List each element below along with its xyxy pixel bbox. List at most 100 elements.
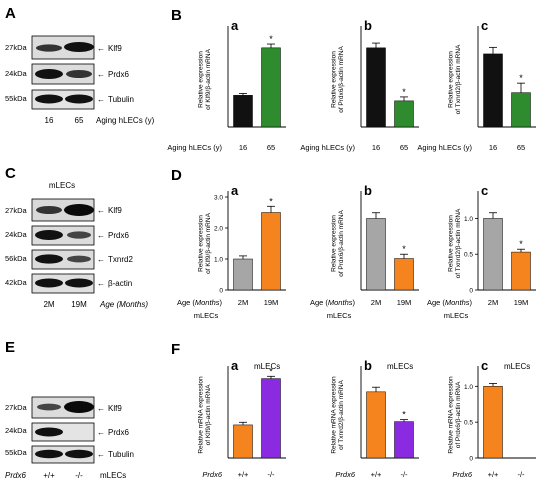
blot-c-lane-label: 2M <box>43 300 54 309</box>
chart-sub-letter: b <box>364 18 372 33</box>
chart-y-label: Relative mRNA expressionof Prdx6/β-actin… <box>448 376 463 454</box>
chart-bar <box>233 258 253 291</box>
chart-d-c: 0 0.5 1.0 c Relative expressionof Txnrd2/β-a… <box>427 183 536 320</box>
chart-x-sublabel: mLECs <box>327 311 352 320</box>
blot-a-arrow: ← <box>97 95 105 104</box>
chart-category-label: 19M <box>397 298 412 307</box>
blot-e-lane-label: +/+ <box>43 471 55 480</box>
blot-e-protein-label: Prdx6 <box>108 428 129 437</box>
chart-sub-letter: a <box>231 18 239 33</box>
chart-y-label: Relative mRNA expressionof Txnrd2/β-acti… <box>331 376 346 454</box>
chart-sub-letter: c <box>481 358 488 373</box>
blot-c-arrow: ← <box>97 206 105 215</box>
chart-sub-letter: c <box>481 183 488 198</box>
blot-e-band <box>65 449 93 459</box>
blot-a-lane-label: 65 <box>75 116 84 125</box>
chart-category-label: -/- <box>517 470 525 479</box>
blot-c-band <box>64 204 94 216</box>
chart-y-label: Relative mRNA expressionof Klf9/β-actin … <box>198 376 213 454</box>
panel-letter-b: B <box>171 7 182 24</box>
chart-y-tick-label: 1.0 <box>464 384 473 391</box>
blot-a-band <box>36 44 62 52</box>
chart-category-label: 2M <box>488 298 498 307</box>
chart-category-label: -/- <box>400 470 408 479</box>
chart-sub-letter: b <box>364 358 372 373</box>
blot-c-band <box>65 278 93 288</box>
chart-bar <box>511 251 531 291</box>
blot-a-arrow: ← <box>97 44 105 53</box>
chart-title: mLECs <box>254 362 280 371</box>
chart-x-label: Age (Months) <box>177 298 223 307</box>
chart-d-b: b Relative expressionof Prdx6/β-actin mRN… <box>310 183 419 320</box>
blot-c-protein-label: Klf9 <box>108 206 122 215</box>
blot-c-band <box>67 231 91 239</box>
chart-significance: * <box>402 244 406 254</box>
chart-x-sublabel: mLECs <box>194 311 219 320</box>
chart-f-a: a mLECs Relative mRNA expressionof Klf9/β-… <box>198 358 286 479</box>
chart-category-label: 2M <box>238 298 248 307</box>
chart-y-label: Relative expressionof Txnrd2/β-actin mRN… <box>448 44 463 114</box>
blot-c-lane-label: 19M <box>71 300 87 309</box>
chart-y-tick-label: 0.5 <box>464 420 473 427</box>
chart-y-label: Relative expressionof Klf9/β-actin mRNA <box>198 48 213 109</box>
chart-y-tick-label: 2.0 <box>214 226 223 233</box>
chart-bar <box>483 386 503 459</box>
panel-letter-a: A <box>5 5 16 22</box>
blot-e-genotype-label: Prdx6 <box>5 471 26 480</box>
chart-category-label: 16 <box>372 143 380 152</box>
panel-letter-e: E <box>5 339 15 356</box>
western-blot-c: mLECs 27kDa 24kDa 56kDa 42kDa ← ← ← ← Kl… <box>5 181 148 309</box>
blot-a-arrow: ← <box>97 70 105 79</box>
chart-bar <box>261 212 281 291</box>
chart-b-a: a Relative expressionof Klf9/β-actin mRNA… <box>167 18 286 152</box>
blot-a-lane-label: 16 <box>45 116 54 125</box>
chart-category-label: +/+ <box>371 470 382 479</box>
chart-significance: * <box>519 239 523 249</box>
blot-a-axis-label: Aging hLECs (y) <box>96 116 155 125</box>
blot-e-kda-label: 55kDa <box>5 448 28 457</box>
chart-y-tick-label: 0 <box>469 456 473 463</box>
chart-sub-letter: b <box>364 183 372 198</box>
blot-c-protein-label: β-actin <box>108 279 132 288</box>
blot-a-band <box>66 70 92 78</box>
chart-category-label: 19M <box>264 298 279 307</box>
bar-charts: a Relative expressionof Klf9/β-actin mRNA… <box>167 18 536 479</box>
blot-a-band <box>64 42 94 52</box>
chart-significance: * <box>519 73 523 83</box>
chart-sub-letter: a <box>231 183 239 198</box>
blot-e-protein-label: Klf9 <box>108 404 122 413</box>
chart-x-sublabel: mLECs <box>444 311 469 320</box>
chart-y-tick-label: 0 <box>469 288 473 295</box>
chart-bar <box>261 47 281 128</box>
chart-bar <box>483 53 503 128</box>
chart-bar <box>233 95 253 128</box>
blot-a-protein-label: Prdx6 <box>108 70 129 79</box>
blot-c-protein-label: Txnrd2 <box>108 255 133 264</box>
chart-b-c: c Relative expressionof Txnrd2/β-actin mR… <box>417 18 536 152</box>
chart-bar <box>394 421 414 459</box>
chart-bar <box>394 100 414 128</box>
chart-category-label: 2M <box>371 298 381 307</box>
chart-category-label: 16 <box>239 143 247 152</box>
chart-b-b: b Relative expressionof Prdx6/β-actin mRN… <box>300 18 419 152</box>
blot-a-protein-label: Klf9 <box>108 44 122 53</box>
chart-title: mLECs <box>387 362 413 371</box>
blot-c-arrow: ← <box>97 279 105 288</box>
chart-significance: * <box>402 410 406 420</box>
chart-significance: * <box>269 366 273 376</box>
western-blot-e: 27kDa 24kDa 55kDa ← ← ← Klf9 Prdx6 Tubul… <box>5 396 134 480</box>
blot-c-band <box>35 230 63 240</box>
panel-letter-f: F <box>171 341 180 358</box>
chart-category-label: 65 <box>400 143 408 152</box>
blot-e-protein-label: Tubulin <box>108 450 134 459</box>
blot-c-kda-label: 27kDa <box>5 206 28 215</box>
chart-bar <box>233 424 253 459</box>
blot-c-header: mLECs <box>49 181 75 190</box>
blot-a-band <box>65 94 93 104</box>
chart-y-label: Relative expressionof Klf9/β-actin mRNA <box>198 212 213 273</box>
blot-e-arrow: ← <box>97 404 105 413</box>
chart-category-label: 65 <box>517 143 525 152</box>
blot-e-arrow: ← <box>97 450 105 459</box>
western-blot-a: 27kDa 24kDa 55kDa ← ← ← Klf9 Prdx6 Tubul… <box>5 35 155 125</box>
chart-bar <box>261 378 281 459</box>
